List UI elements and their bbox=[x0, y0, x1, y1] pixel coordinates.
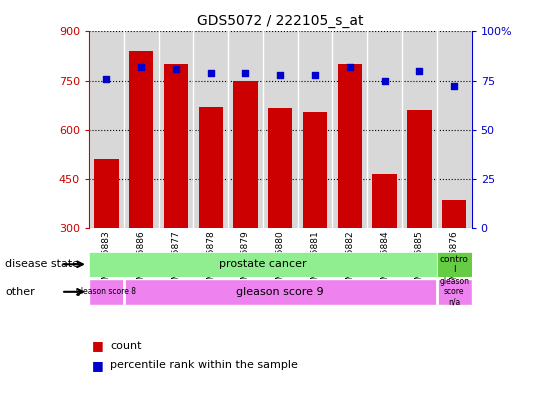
Point bbox=[311, 72, 320, 78]
Bar bbox=[194, 31, 228, 228]
Bar bbox=[198, 107, 223, 228]
Bar bbox=[407, 110, 432, 228]
Bar bbox=[268, 108, 293, 228]
Bar bbox=[89, 279, 124, 305]
Text: percentile rank within the sample: percentile rank within the sample bbox=[110, 360, 299, 371]
Text: ■: ■ bbox=[92, 359, 103, 372]
Point bbox=[102, 75, 110, 82]
Text: gleason score 8: gleason score 8 bbox=[77, 287, 136, 296]
Point bbox=[415, 68, 424, 74]
Point bbox=[345, 64, 354, 70]
Bar bbox=[298, 31, 333, 228]
Bar bbox=[263, 31, 298, 228]
Text: contro
l: contro l bbox=[440, 255, 469, 274]
Bar bbox=[367, 31, 402, 228]
Text: count: count bbox=[110, 341, 142, 351]
Bar bbox=[158, 31, 194, 228]
Bar bbox=[94, 159, 119, 228]
Text: gleason
score
n/a: gleason score n/a bbox=[439, 277, 469, 307]
Point bbox=[171, 66, 180, 72]
Bar bbox=[437, 252, 472, 277]
Bar bbox=[164, 64, 188, 228]
Bar bbox=[89, 31, 124, 228]
Text: prostate cancer: prostate cancer bbox=[219, 259, 307, 269]
Bar bbox=[442, 200, 466, 228]
Point bbox=[241, 70, 250, 76]
Text: gleason score 9: gleason score 9 bbox=[237, 287, 324, 297]
Title: GDS5072 / 222105_s_at: GDS5072 / 222105_s_at bbox=[197, 14, 363, 28]
Text: other: other bbox=[5, 287, 35, 297]
Bar bbox=[333, 31, 367, 228]
Point bbox=[381, 77, 389, 84]
Bar bbox=[228, 31, 263, 228]
Bar bbox=[372, 174, 397, 228]
Bar bbox=[437, 31, 472, 228]
Text: disease state: disease state bbox=[5, 259, 80, 269]
Point bbox=[276, 72, 285, 78]
Bar bbox=[124, 279, 437, 305]
Bar bbox=[129, 51, 153, 228]
Bar bbox=[303, 112, 327, 228]
Text: ■: ■ bbox=[92, 339, 103, 353]
Point bbox=[450, 83, 459, 90]
Bar bbox=[233, 81, 258, 228]
Bar bbox=[124, 31, 158, 228]
Bar bbox=[337, 64, 362, 228]
Point bbox=[206, 70, 215, 76]
Bar bbox=[402, 31, 437, 228]
Point bbox=[137, 64, 146, 70]
Bar bbox=[437, 279, 472, 305]
